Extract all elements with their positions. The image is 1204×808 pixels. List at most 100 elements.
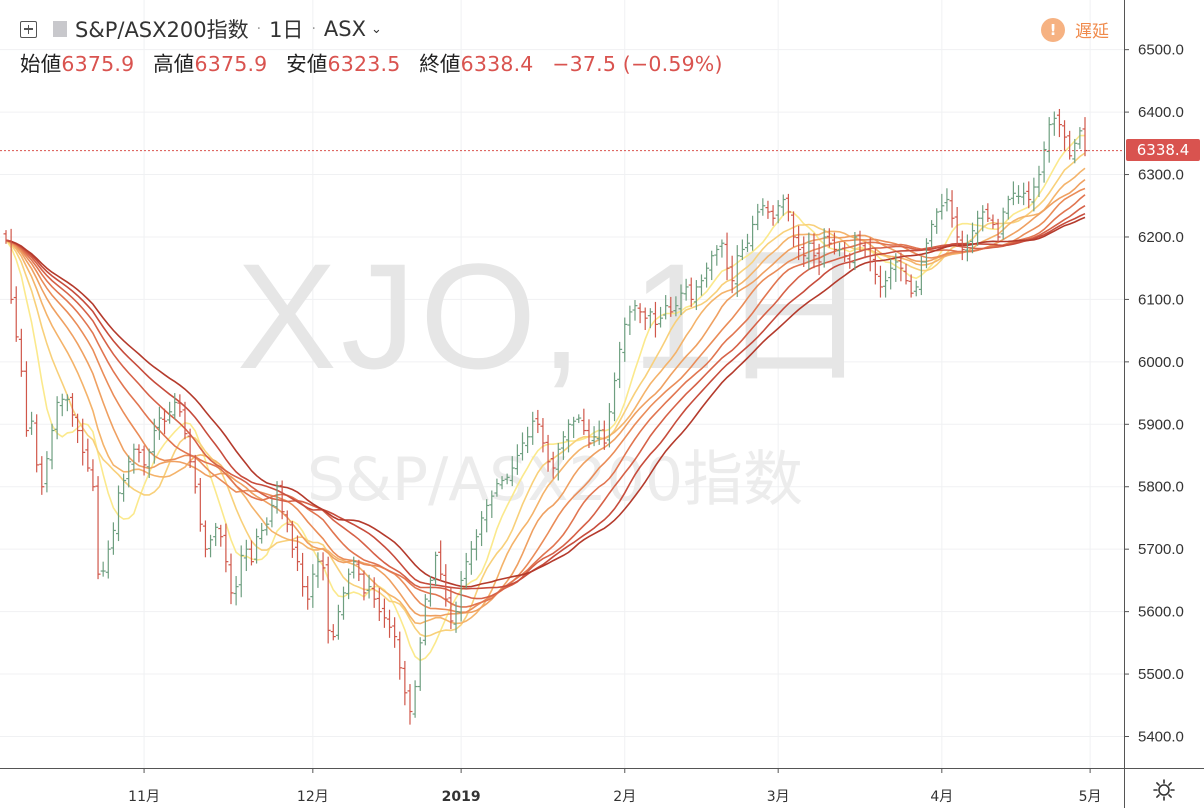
price-axis-labels[interactable]: 6500.0 6400.0 6300.0 6200.0 6100.0 6000.0 5900… (1124, 42, 1184, 746)
ohlc-bar (627, 305, 633, 336)
ohlc-bar (44, 451, 50, 493)
ohlc-bar (852, 231, 858, 271)
ohlc-bar (1062, 120, 1068, 151)
ohlc-bar (647, 308, 653, 329)
time-tick-label: 3月 (767, 789, 790, 805)
open-label: 始値 (20, 52, 62, 76)
ohlc-bar (1056, 108, 1062, 138)
ohlc-bar (642, 307, 648, 331)
ohlc-bar (3, 230, 9, 244)
ohlc-bar (381, 598, 387, 628)
ohlc-bar (545, 434, 551, 472)
ohlc-bar (443, 564, 449, 607)
ohlc-bar (612, 372, 618, 422)
moving-average-line (5, 134, 1086, 662)
ohlc-bar (80, 418, 86, 466)
compare-plus-icon[interactable] (20, 20, 37, 38)
ohlc-bar (704, 262, 710, 288)
low-label: 安値 (286, 52, 328, 76)
ohlc-bar (632, 300, 638, 321)
symbol-name[interactable]: S&P/ASX200指数 (75, 18, 249, 42)
moving-average-ribbon (5, 134, 1086, 662)
ohlc-bar (796, 225, 802, 261)
ohlc-bar (146, 448, 152, 478)
ohlc-bar (341, 586, 347, 620)
ohlc-bar (1031, 177, 1037, 212)
ohlc-bar (842, 241, 848, 262)
ohlc-bar (683, 278, 689, 301)
ohlc-bar (448, 587, 454, 630)
ohlc-bar (975, 210, 981, 246)
ohlc-bar (637, 303, 643, 324)
gear-icon[interactable] (1152, 778, 1176, 802)
low-value: 6323.5 (327, 52, 401, 76)
ohlc-bar (1077, 127, 1083, 149)
ohlc-bar (392, 617, 398, 648)
ohlc-bar (499, 476, 505, 490)
ohlc-bar (811, 233, 817, 269)
ohlc-bar (39, 456, 45, 495)
ohlc-bar (54, 396, 60, 440)
high-label: 高値 (153, 52, 195, 76)
ohlc-bar (995, 218, 1001, 242)
time-tick-label: 5月 (1079, 789, 1102, 805)
ohlc-bar (213, 522, 219, 547)
delayed-data-badge[interactable]: ! 遅延 (1041, 17, 1109, 42)
ohlc-bar (136, 444, 142, 463)
ohlc-bar (259, 522, 265, 544)
ohlc-bar (305, 576, 311, 610)
time-tick-label: 11月 (128, 789, 160, 805)
ohlc-bar (223, 523, 229, 573)
moving-average-line (5, 205, 1086, 600)
ohlc-bar (1036, 165, 1042, 198)
ohlc-bar (453, 601, 459, 633)
ohlc-bar (908, 274, 914, 298)
ohlc-bar (540, 418, 546, 453)
ohlc-bar (903, 263, 909, 285)
close-value: 6338.4 (460, 52, 534, 76)
ohlc-bar (791, 211, 797, 247)
warning-icon: ! (1041, 17, 1065, 42)
ohlc-bar (622, 317, 628, 362)
last-price-tag: 6338.4 (1126, 139, 1200, 161)
ohlc-bar (801, 236, 807, 267)
high-value: 6375.9 (194, 52, 268, 76)
ohlc-bar (1046, 117, 1052, 163)
ohlc-bar (320, 552, 326, 581)
ohlc-bar (888, 258, 894, 290)
ohlc-bar (714, 245, 720, 266)
interval[interactable]: 1日 (269, 18, 304, 42)
ohlc-bar (289, 521, 295, 558)
ohlc-bar (678, 284, 684, 316)
chevron-down-icon[interactable]: ⌄ (370, 21, 382, 37)
ohlc-bar (929, 220, 935, 248)
ohlc-bar (274, 481, 280, 514)
ohlc-bar (606, 403, 612, 448)
ohlc-bar (192, 454, 198, 494)
price-tick-label: 6100.0 (1138, 291, 1184, 308)
ohlc-bar (877, 265, 883, 298)
time-axis-labels[interactable]: 11月 12月 2019 2月 3月 4月 5月 (128, 768, 1102, 805)
ohlc-bar (473, 529, 479, 561)
ohlc-bar (509, 456, 515, 487)
ohlc-bar (162, 408, 168, 435)
ohlc-bar (698, 274, 704, 296)
ohlc-bar (156, 406, 162, 440)
ohlc-bar (489, 490, 495, 518)
ohlc-bar (197, 477, 203, 532)
ohlc-bar (550, 451, 556, 479)
price-tick-label: 5400.0 (1138, 729, 1184, 746)
ohlc-bar (847, 253, 853, 269)
open-value: 6375.9 (61, 52, 135, 76)
ohlc-bar (985, 203, 991, 222)
ohlc-bar (1041, 141, 1047, 183)
price-tick-label: 6300.0 (1138, 167, 1184, 184)
ohlc-bar (228, 553, 234, 605)
watermark: XJO, 1日 S&P/ASX200指数 (237, 232, 874, 515)
ohlc-bar (785, 193, 791, 222)
ohlc-bar (300, 552, 306, 597)
exchange[interactable]: ASX (323, 17, 366, 41)
watermark-symbol: XJO, 1日 (237, 232, 874, 400)
ohlc-bar (463, 552, 469, 589)
